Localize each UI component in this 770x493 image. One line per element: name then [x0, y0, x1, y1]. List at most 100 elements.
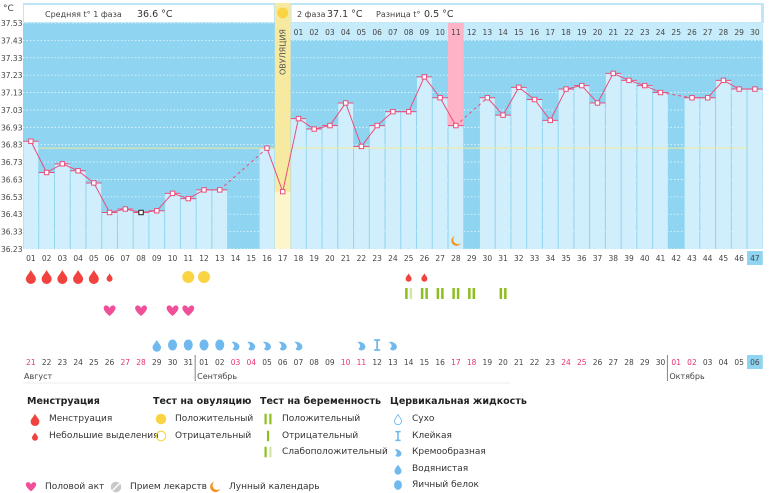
legend-label: Слабоположительный [282, 447, 388, 458]
cycle-day-label: 13 [215, 254, 225, 263]
temperature-bar [212, 189, 228, 249]
temperature-point [563, 86, 569, 92]
date-label: 17 [451, 358, 461, 367]
temperature-point [642, 82, 648, 89]
legend-item: Яичный белок [390, 477, 527, 493]
heart-icon [135, 305, 147, 316]
date-label: 27 [121, 358, 131, 367]
y-tick-label: 36.63 [1, 175, 23, 184]
cycle-day-label: 38 [608, 254, 618, 263]
temperature-bar [527, 99, 542, 249]
cycle-day-label: 46 [734, 254, 744, 263]
phase2-day-label: 01 [294, 28, 304, 37]
small-drop-icon [421, 273, 428, 282]
phase2-day-label: 28 [719, 28, 729, 37]
temperature-bar [511, 87, 527, 249]
legend-pregnancy-test: Тест на беременность Положительный Отриц… [260, 396, 388, 461]
temperature-point [28, 138, 34, 144]
sun-filled-icon [155, 414, 167, 425]
creamy-icon [247, 341, 256, 351]
temperature-point [358, 143, 365, 150]
y-tick-label: 36.23 [1, 245, 23, 254]
sun-outline-icon [155, 430, 167, 442]
creamy-icon [231, 341, 240, 351]
cycle-day-label: 17 [278, 254, 288, 263]
temperature-segment [486, 97, 504, 116]
temperature-point [106, 209, 113, 216]
weak-stripes-icon [264, 447, 272, 458]
cycle-day-label: 29 [467, 254, 477, 263]
date-label: 20 [498, 358, 508, 367]
cycle-day-label: 09 [152, 254, 162, 263]
cycle-day-label: 26 [420, 254, 430, 263]
date-label: 21 [514, 358, 524, 367]
phase2-day-label: 03 [325, 28, 335, 37]
pregnancy-test-icon [504, 288, 507, 299]
temperature-bar [385, 111, 401, 250]
legend-intercourse: Половой акт [23, 480, 104, 493]
phase1-label: Средняя t° 1 фаза [45, 10, 122, 19]
cycle-day-label: 14 [231, 254, 241, 263]
phase2-day-label: 18 [561, 28, 571, 37]
phase2-day-label: 19 [577, 28, 587, 37]
cycle-day-label: 31 [498, 254, 508, 263]
egg-white-icon [168, 339, 178, 351]
cycle-day-label: 05 [89, 254, 99, 263]
y-tick-label: 37.33 [1, 54, 23, 63]
temperature-bar [23, 141, 39, 249]
cycle-day-label: 32 [514, 254, 524, 263]
phase1-value: 36.6 °C [137, 9, 173, 20]
temperature-point [752, 86, 758, 92]
temperature-segment [30, 140, 48, 173]
ovulation-test-icon [182, 271, 195, 283]
legend-label: Яичный белок [412, 480, 479, 491]
cycle-day-label: 10 [168, 254, 178, 263]
temperature-point [138, 209, 144, 216]
creamy-icon [278, 341, 287, 351]
legend-item: Клейкая [390, 428, 527, 445]
phase2-day-label: 04 [341, 28, 351, 37]
temperature-bar [574, 85, 590, 249]
temperature-bar [432, 97, 448, 249]
cycle-day-label: 08 [136, 254, 146, 263]
legend-medication: Прием лекарств [108, 480, 207, 493]
highlight-column [447, 23, 464, 126]
legend-item: Отрицательный [260, 428, 388, 445]
phase2-day-label: 20 [593, 28, 603, 37]
y-tick-label: 37.03 [1, 106, 23, 115]
legend-title: Тест на беременность [260, 396, 381, 407]
temperature-point [736, 86, 742, 92]
cycle-day-label: 23 [372, 254, 382, 263]
date-label: 25 [577, 358, 587, 367]
temperature-point [91, 180, 97, 186]
cycle-day-label: 07 [121, 254, 131, 263]
temperature-bar [102, 212, 117, 249]
temperature-bar [354, 146, 369, 249]
date-label: 07 [294, 358, 304, 367]
phase2-day-label: 11 [451, 28, 461, 37]
pregnancy-test-icon [472, 288, 476, 299]
y-tick-label: 37.53 [1, 19, 23, 28]
phase2-day-label: 29 [734, 28, 744, 37]
phase2-day-label: 07 [388, 28, 398, 37]
temperature-segment [329, 102, 347, 126]
cycle-day-label: 33 [530, 254, 540, 263]
temperature-segment [439, 97, 457, 126]
temperature-bar [196, 189, 212, 249]
cycle-day-label: 47 [750, 254, 760, 263]
unit-label: °C [3, 4, 14, 14]
temperature-segment [219, 147, 268, 191]
date-label: 21 [26, 358, 36, 367]
temperature-segment [361, 125, 378, 147]
heart-icon [166, 305, 179, 316]
cycle-day-label: 34 [546, 254, 556, 263]
legend-item: Отрицательный [153, 428, 253, 445]
cycle-day-label: 45 [719, 254, 729, 263]
temperature-segment [408, 76, 425, 112]
ovulation-sun-icon [277, 7, 289, 19]
phase2-day-label: 16 [530, 28, 540, 37]
temperature-bar [117, 209, 133, 249]
date-label: 06 [278, 358, 288, 367]
date-label: 30 [168, 358, 178, 367]
